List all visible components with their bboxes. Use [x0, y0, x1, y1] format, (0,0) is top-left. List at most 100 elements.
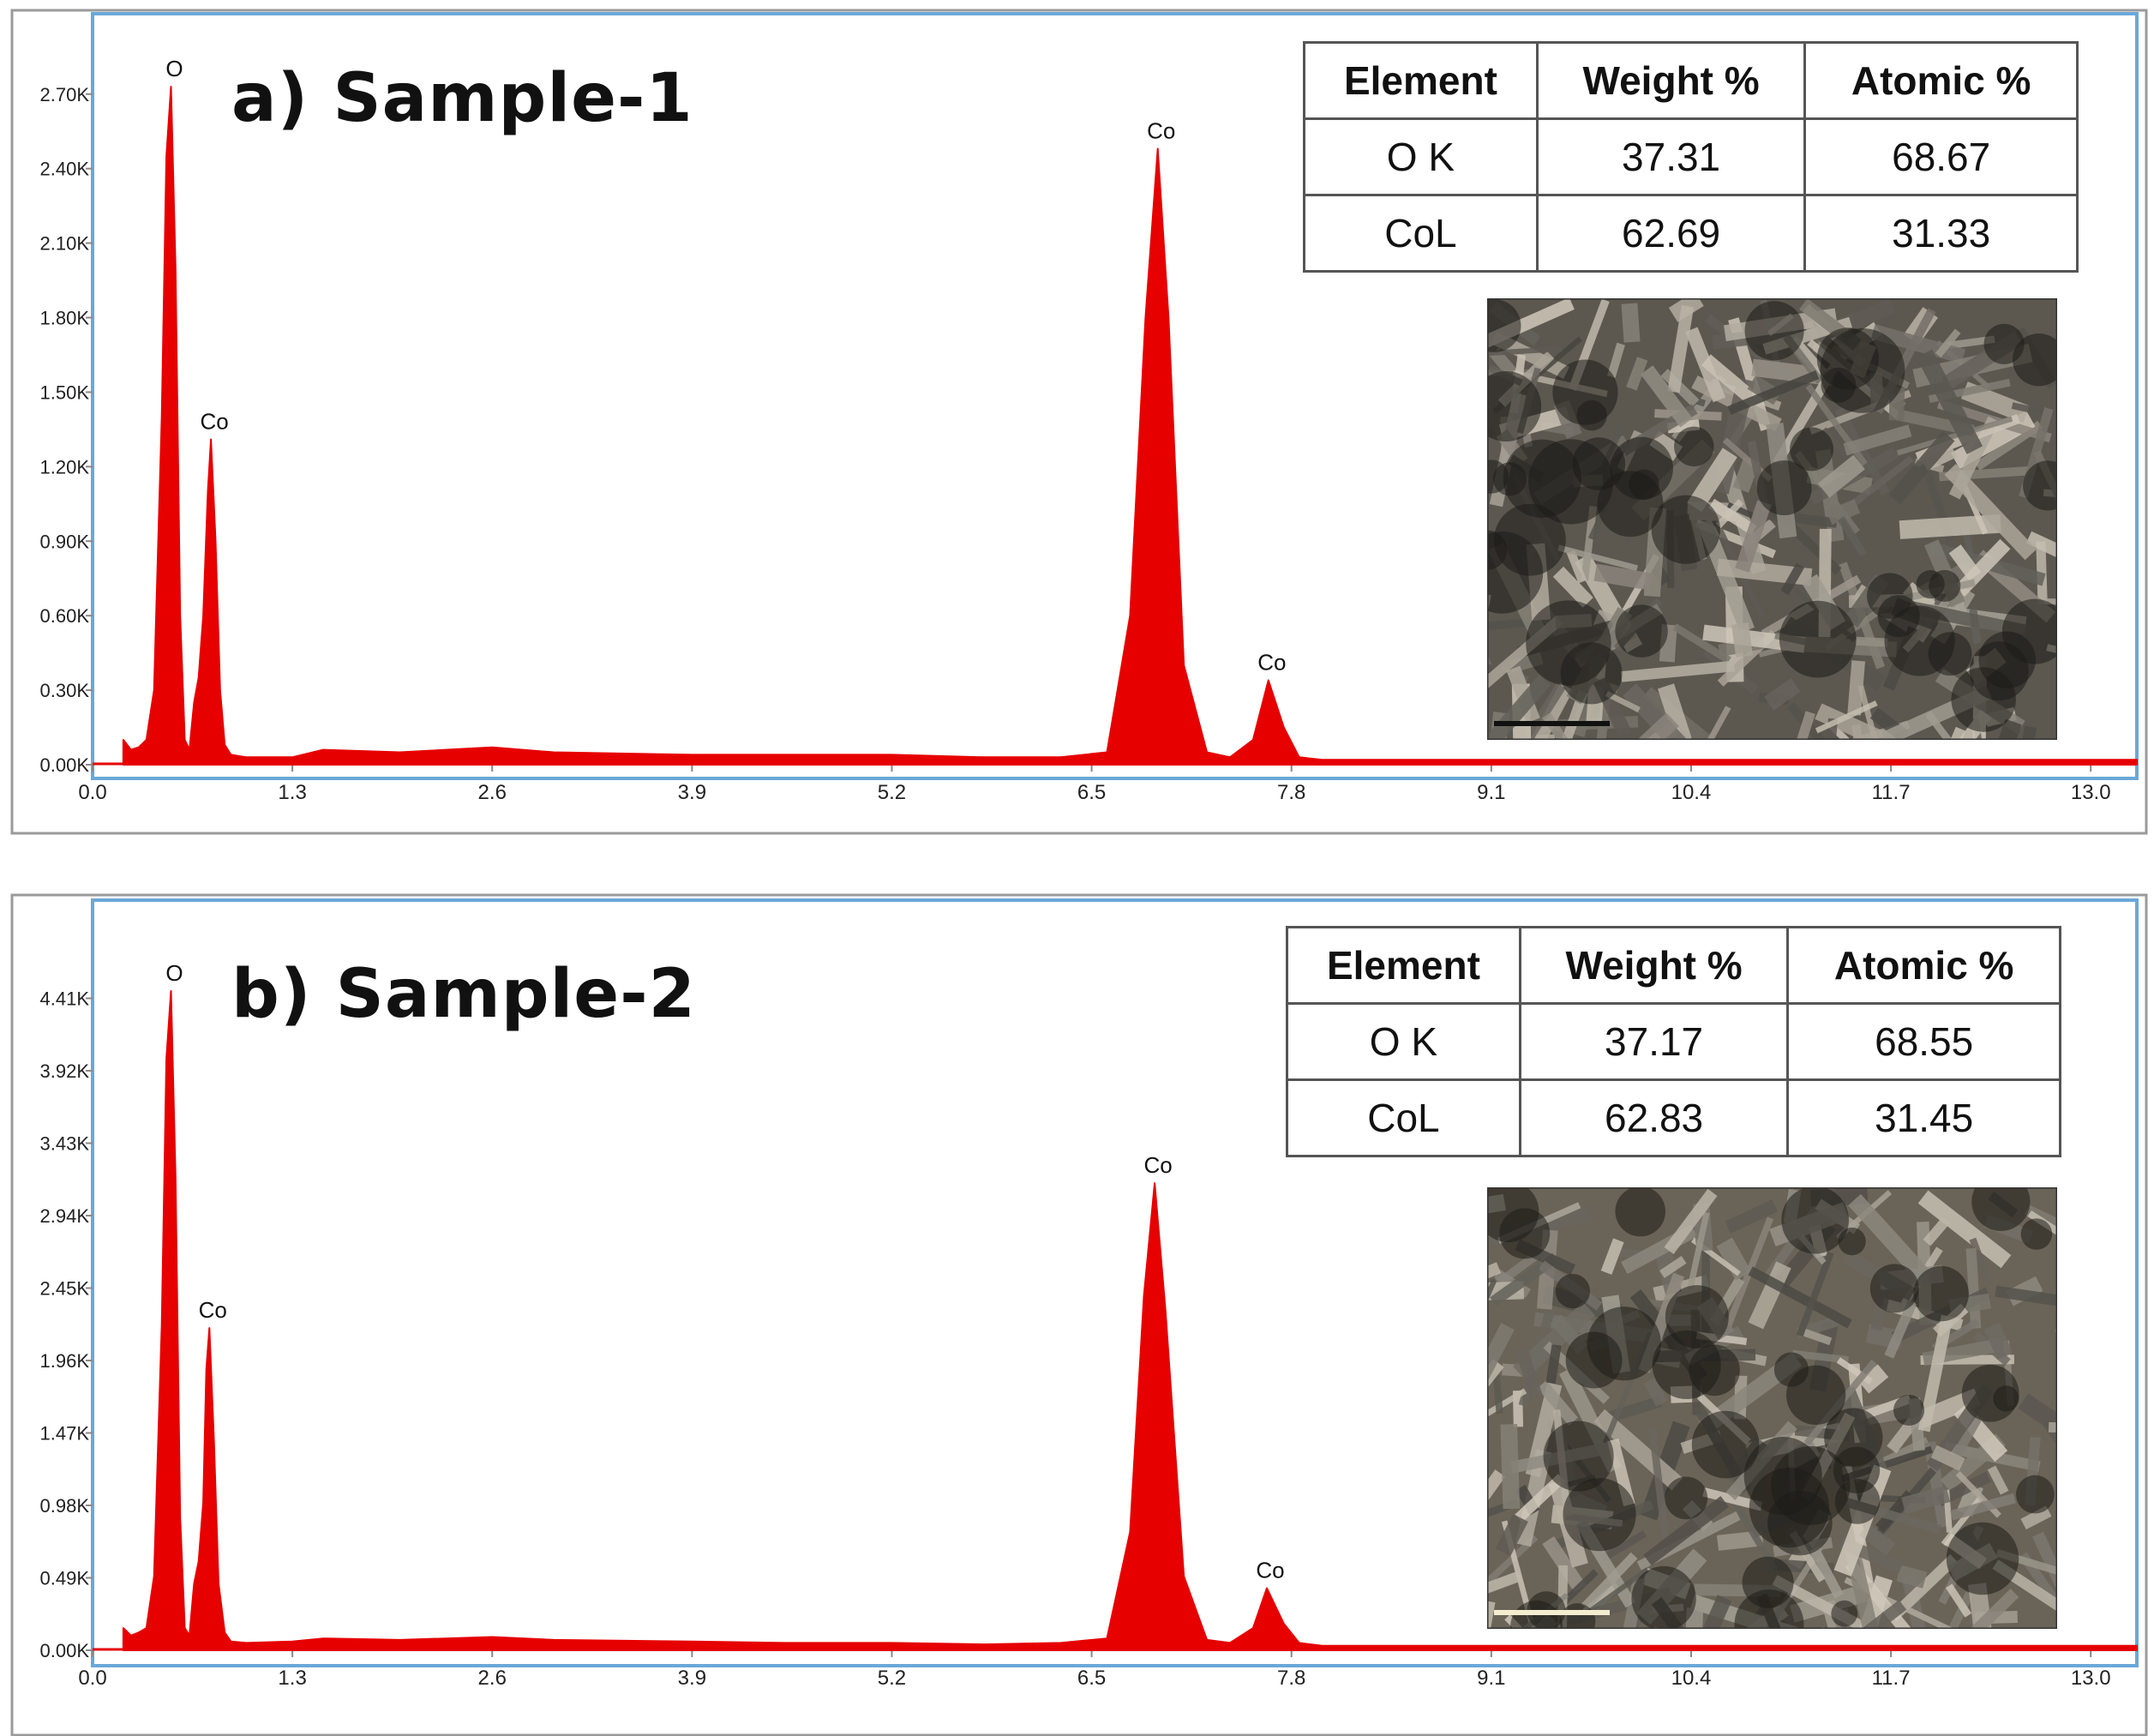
sem-crystal: [1888, 1554, 1959, 1621]
sem-crystal: [1847, 660, 1866, 716]
sem-shadow: [1587, 1307, 1661, 1381]
sem-crystal: [2032, 1531, 2057, 1593]
sem-crystal: [1856, 636, 1888, 647]
peak-label: Co: [199, 1297, 227, 1323]
y-tick-label: 0.90K: [40, 531, 90, 552]
sem-crystal: [1542, 1535, 1587, 1593]
sem-crystal: [1607, 1438, 1635, 1506]
sem-crystal: [1492, 1374, 1503, 1415]
sem-shadow: [1665, 1476, 1708, 1520]
sem-shadow: [1559, 1603, 1596, 1629]
sem-shadow: [1652, 1330, 1721, 1399]
sem-crystal: [1916, 349, 1983, 454]
table-cell: 31.45: [1786, 1078, 2061, 1157]
y-tick-label: 0.98K: [40, 1495, 90, 1517]
peak-label: Co: [1143, 1152, 1172, 1178]
sem-shadow: [1615, 604, 1668, 658]
sem-shadow: [2016, 1475, 2055, 1514]
table-cell: CoL: [1286, 1078, 1521, 1157]
y-tick-label: 3.43K: [40, 1132, 90, 1154]
table-header-row: Element Weight % Atomic %: [1286, 926, 2061, 1005]
table-cell: 37.17: [1518, 1002, 1790, 1081]
sem-crystal: [1600, 1238, 1624, 1275]
sem-crystal: [1643, 1496, 1729, 1566]
sem-crystal: [1641, 365, 1693, 428]
y-tick-label: 1.80K: [40, 308, 90, 329]
sem-crystal: [1673, 706, 1731, 740]
sem-crystal: [1843, 424, 1912, 456]
peak-label: Co: [1257, 649, 1286, 675]
sem-crystal: [1687, 448, 1737, 513]
sem-shadow: [1674, 426, 1714, 467]
sem-crystal: [2011, 402, 2043, 416]
sem-crystal: [1896, 416, 2013, 456]
table-cell: 68.67: [1803, 117, 2079, 196]
sem-crystal: [1605, 691, 1641, 713]
x-tick-label: 13.0: [2071, 1667, 2111, 1690]
sem-crystal: [1909, 601, 2029, 639]
sem-crystal: [1748, 1261, 1791, 1330]
x-tick-label: 7.8: [1277, 781, 1305, 804]
y-tick-label: 1.96K: [40, 1350, 90, 1372]
sem-crystal: [1809, 1546, 1844, 1599]
table-cell: 68.55: [1786, 1002, 2061, 1081]
sem-crystal: [1859, 1523, 1896, 1556]
sem-shadow: [1785, 1365, 1846, 1425]
y-tick-label: 0.00K: [40, 1640, 90, 1661]
sem-crystal: [1515, 1346, 1543, 1400]
sem-texture: [1487, 1187, 2057, 1629]
sem-crystal: [1702, 1487, 1763, 1511]
sem-crystal: [1806, 1600, 1907, 1629]
sem-micrograph-image: [1487, 1187, 2057, 1629]
x-tick-label: 1.3: [278, 1667, 306, 1690]
y-tick-label: 0.49K: [40, 1567, 90, 1589]
sem-shadow: [1756, 460, 1812, 516]
sem-shadow: [1543, 1421, 1614, 1492]
sem-shadow: [1946, 1522, 2019, 1595]
y-tick-label: 4.41K: [40, 988, 90, 1009]
sem-crystal: [1487, 345, 1563, 357]
sem-crystal: [1607, 342, 1625, 378]
peak-label: Co: [1147, 118, 1175, 144]
sem-crystal: [1803, 1328, 1833, 1346]
sem-shadow: [1691, 1410, 1760, 1479]
table-cell: O K: [1303, 117, 1539, 196]
sem-crystal: [1731, 622, 1753, 658]
sem-crystal: [1775, 711, 1815, 740]
sem-crystal: [1601, 1530, 1647, 1562]
sem-shadow: [1869, 1264, 1919, 1313]
y-tick-label: 1.20K: [40, 456, 90, 478]
sem-crystal: [1487, 664, 1492, 740]
y-tick-label: 2.40K: [40, 159, 90, 180]
table-cell: CoL: [1303, 194, 1539, 273]
sem-crystal: [1725, 1199, 1778, 1234]
sem-crystal: [1513, 1301, 1596, 1380]
sem-shadow: [1734, 1589, 1804, 1629]
sem-crystal: [1935, 328, 1961, 358]
sem-crystal: [1561, 1569, 1599, 1606]
sem-shadow: [1771, 1445, 1851, 1526]
sem-crystal: [1780, 562, 1805, 596]
sem-shadow: [1528, 439, 1614, 525]
sem-crystal: [1560, 690, 1588, 740]
sem-crystal: [1930, 1445, 1965, 1471]
table-cell: O K: [1286, 1002, 1521, 1081]
sem-crystal: [2019, 1552, 2057, 1629]
sem-shadow: [1877, 595, 1920, 638]
table-row: CoL 62.83 31.45: [1286, 1078, 2061, 1157]
sem-shadow: [1978, 631, 2036, 688]
sem-crystal: [1857, 685, 1881, 740]
y-tick-label: 0.30K: [40, 680, 90, 701]
sem-crystal: [1968, 1583, 2001, 1629]
sem-crystal: [2048, 1421, 2057, 1433]
sem-crystal: [1983, 1322, 2013, 1361]
column-header: Weight %: [1535, 41, 1807, 120]
sem-crystal: [2016, 725, 2037, 740]
sem-crystal: [1901, 1485, 1951, 1514]
x-tick-label: 6.5: [1077, 781, 1106, 804]
sem-shadow: [1779, 600, 1857, 678]
sem-crystal: [1681, 1595, 1732, 1629]
x-tick-label: 11.7: [1872, 1667, 1911, 1690]
sem-shadow: [1487, 1187, 1539, 1243]
sem-shadow: [1526, 600, 1611, 686]
